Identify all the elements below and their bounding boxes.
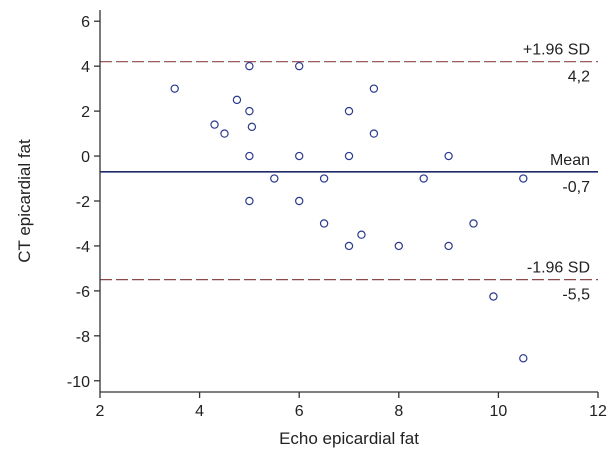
data-point — [270, 174, 279, 183]
data-point — [295, 151, 304, 161]
x-tick-label: 10 — [490, 403, 508, 420]
y-tick-label: -10 — [67, 374, 90, 391]
x-axis-title: Echo epicardial fat — [279, 429, 419, 448]
axes — [99, 10, 598, 393]
y-tick-label: 2 — [81, 104, 90, 121]
data-point — [444, 151, 453, 161]
data-point — [369, 84, 379, 93]
data-point — [245, 61, 254, 71]
data-point — [170, 84, 179, 93]
data-point — [245, 196, 254, 206]
data-point — [444, 241, 453, 251]
data-point — [295, 196, 304, 206]
x-axis-ticks: 2 4 6 8 10 12 — [96, 392, 607, 420]
data-point — [394, 241, 403, 251]
data-point — [519, 354, 528, 363]
x-tick-label: 6 — [295, 403, 304, 420]
y-axis-title: CT epicardial fat — [15, 139, 34, 263]
data-point — [419, 174, 428, 183]
data-point — [232, 95, 242, 105]
data-points — [170, 61, 528, 363]
data-point — [220, 129, 229, 138]
y-tick-label: -6 — [76, 284, 90, 301]
data-point — [245, 151, 254, 161]
reference-line-name: +1.96 SD — [523, 42, 590, 59]
y-tick-label: -2 — [76, 194, 90, 211]
reference-line-value: -5,5 — [562, 287, 590, 304]
reference-line-value: 4,2 — [568, 69, 590, 86]
data-point — [245, 106, 254, 116]
y-tick-label: -8 — [76, 329, 90, 346]
x-tick-label: 8 — [394, 403, 403, 420]
data-point — [489, 292, 498, 301]
y-tick-label: -4 — [76, 239, 90, 256]
data-point — [344, 151, 354, 161]
data-point — [319, 174, 329, 183]
y-tick-label: 4 — [81, 59, 90, 76]
reference-lines — [100, 61, 598, 281]
reference-line-name: -1.96 SD — [527, 260, 590, 277]
reference-line-name: Mean — [550, 152, 590, 169]
reference-line-labels: +1.96 SD 4,2 Mean -0,7 -1.96 SD -5,5 — [523, 42, 590, 304]
data-point — [519, 174, 528, 183]
data-point — [210, 120, 219, 129]
x-tick-label: 12 — [589, 403, 607, 420]
data-point — [357, 230, 366, 239]
y-axis-ticks: 6 4 2 0 -2 -4 -6 -8 -10 — [67, 14, 100, 391]
data-point — [469, 219, 478, 228]
data-point — [295, 61, 304, 71]
data-point — [369, 129, 379, 138]
x-tick-label: 4 — [195, 403, 204, 420]
y-tick-label: 6 — [81, 14, 90, 31]
data-point — [319, 219, 329, 228]
data-point — [344, 106, 354, 116]
y-tick-label: 0 — [81, 149, 90, 166]
x-tick-label: 2 — [96, 403, 105, 420]
data-point — [247, 122, 257, 132]
reference-line-value: -0,7 — [562, 179, 590, 196]
data-point — [344, 241, 354, 251]
